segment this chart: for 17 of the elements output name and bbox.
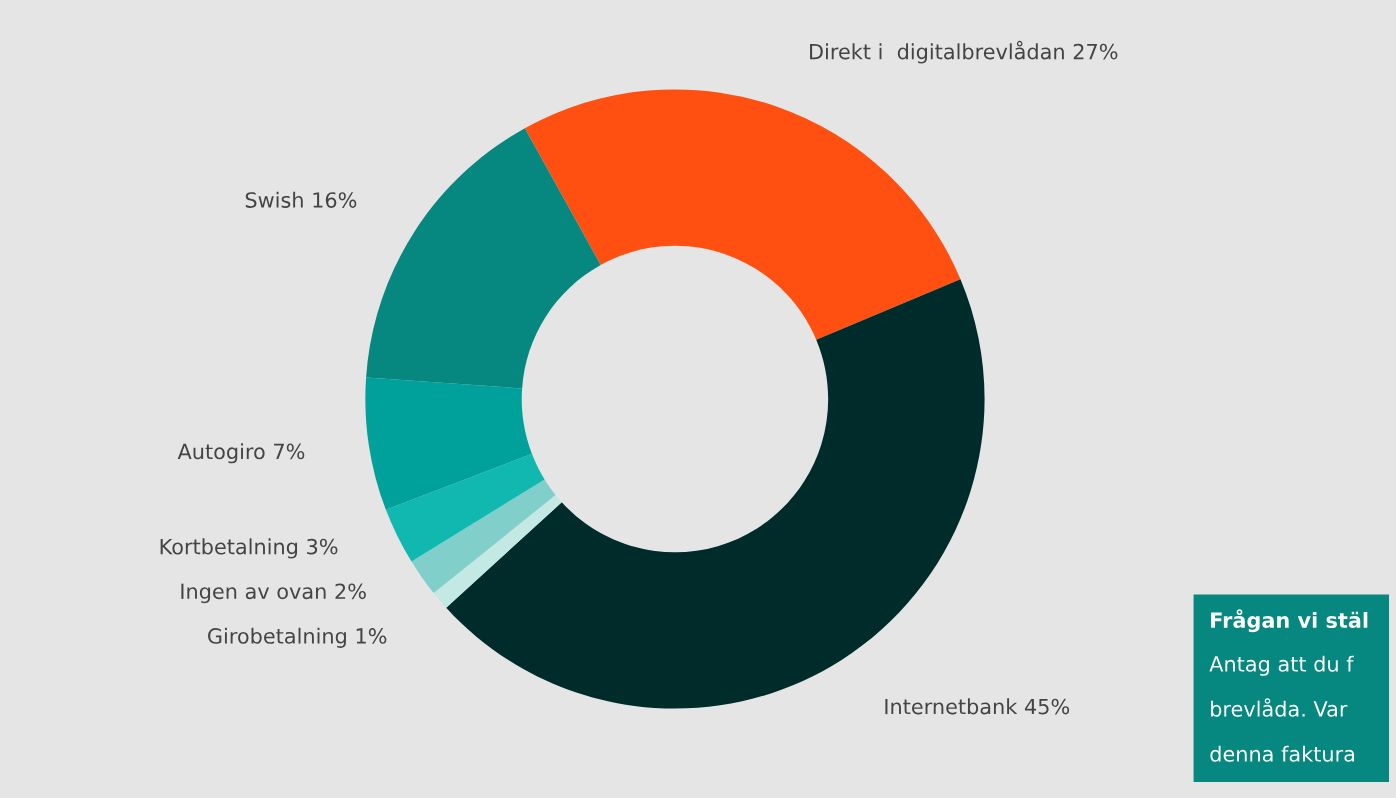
donut-slice — [433, 495, 562, 608]
donut-slice — [411, 479, 556, 594]
donut-slice — [366, 128, 601, 389]
slice-label: Girobetalning 1% — [208, 627, 387, 648]
text: brevlåda. Var — [1211, 698, 1348, 717]
slice-label: Direkt i digitalbrevlådan 27% — [810, 40, 1118, 64]
donut-slice — [385, 453, 545, 562]
slice-label: Autogiro 7% — [177, 443, 305, 464]
text: denna faktura — [1210, 745, 1355, 762]
slice-label: Kortbetalning 3% — [160, 538, 338, 559]
slice-label: Internetbank 45% — [885, 698, 1070, 715]
text: Antag att du f — [1209, 655, 1354, 676]
text: Frågan vi stäl — [1211, 609, 1368, 633]
donut-slice — [524, 89, 961, 340]
slice-label: Ingen av ovan 2% — [181, 583, 366, 604]
donut-slice — [365, 377, 532, 510]
slice-label: Swish 16% — [245, 191, 357, 208]
